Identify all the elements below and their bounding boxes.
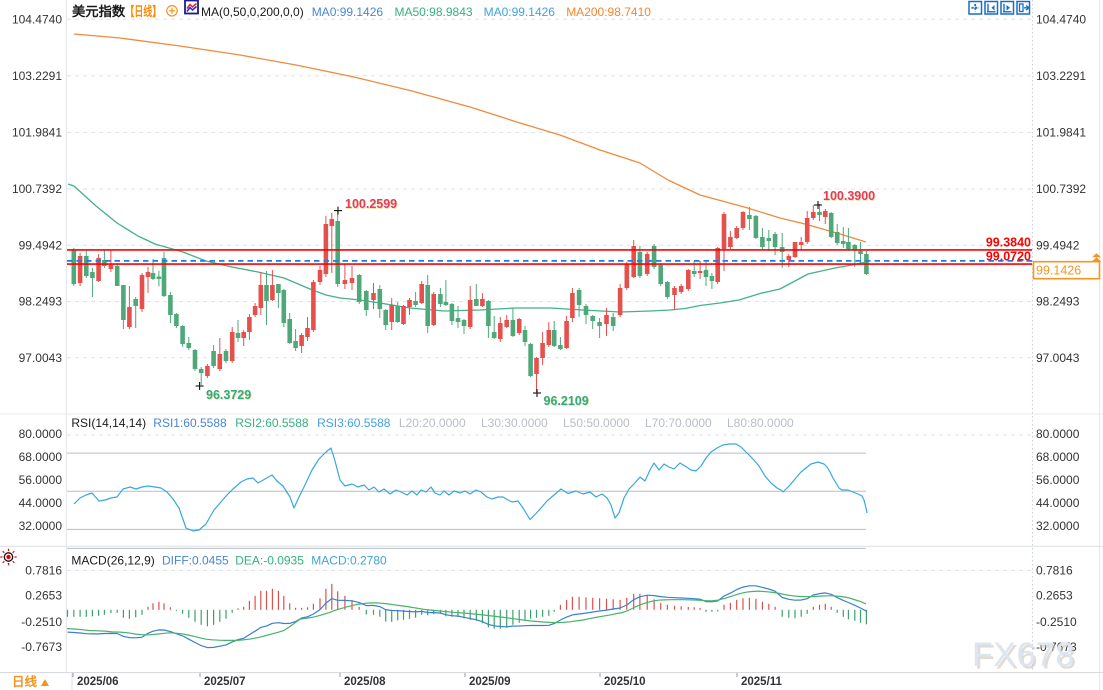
svg-text:99.4942: 99.4942 [1036,239,1080,253]
svg-text:80.0000: 80.0000 [1036,427,1080,441]
svg-text:RSI1:60.5588: RSI1:60.5588 [153,416,227,430]
svg-text:100.3900: 100.3900 [824,190,876,204]
svg-text:44.0000: 44.0000 [1036,496,1080,510]
svg-text:2025/08: 2025/08 [344,676,386,688]
svg-text:-0.7673: -0.7673 [1036,640,1077,654]
svg-text:0.2653: 0.2653 [25,589,62,603]
svg-text:L50:50.0000: L50:50.0000 [563,416,630,430]
svg-text:2025/09: 2025/09 [469,676,511,688]
svg-text:美元指数: 美元指数 [72,3,126,19]
svg-text:44.0000: 44.0000 [19,496,63,510]
svg-text:101.9841: 101.9841 [12,126,62,140]
svg-text:L80:80.0000: L80:80.0000 [727,416,794,430]
svg-text:MA0:99.1426: MA0:99.1426 [312,5,384,19]
svg-text:32.0000: 32.0000 [19,519,63,533]
svg-text:MA200:98.7410: MA200:98.7410 [566,5,651,19]
svg-text:100.7392: 100.7392 [1036,182,1086,196]
svg-text:99.1426: 99.1426 [1036,264,1081,278]
svg-text:【日线】: 【日线】 [125,4,161,19]
svg-text:0.7816: 0.7816 [1036,564,1073,578]
svg-text:2025/06: 2025/06 [77,676,119,688]
svg-text:MA(0,50,0,200,0,0): MA(0,50,0,200,0,0) [201,5,304,19]
svg-text:100.3900: 100.3900 [823,189,875,203]
svg-text:0.7816: 0.7816 [25,564,62,578]
svg-text:99.0720: 99.0720 [986,249,1031,263]
svg-text:68.0000: 68.0000 [19,450,63,464]
svg-text:101.9841: 101.9841 [1036,126,1086,140]
svg-text:MACD:0.2780: MACD:0.2780 [311,554,387,568]
svg-text:2025/07: 2025/07 [204,676,246,688]
svg-text:100.7392: 100.7392 [12,182,62,196]
svg-text:-0.7673: -0.7673 [21,640,62,654]
svg-text:99.3840: 99.3840 [986,235,1031,249]
svg-text:56.0000: 56.0000 [1036,473,1080,487]
svg-text:FX678: FX678 [974,638,1077,676]
svg-text:FX678: FX678 [972,636,1075,674]
svg-text:98.2493: 98.2493 [19,295,63,309]
svg-text:-0.2510: -0.2510 [21,615,62,629]
svg-text:96.3729: 96.3729 [206,388,251,402]
svg-text:DIFF:0.0455: DIFF:0.0455 [162,554,229,568]
svg-text:L70:70.0000: L70:70.0000 [645,416,712,430]
svg-text:104.4740: 104.4740 [1036,12,1086,26]
svg-text:100.2599: 100.2599 [346,198,398,212]
svg-text:L20:20.0000: L20:20.0000 [399,416,466,430]
svg-text:-0.2510: -0.2510 [1036,615,1077,629]
svg-text:32.0000: 32.0000 [1036,519,1080,533]
svg-text:MA50:98.9843: MA50:98.9843 [395,5,473,19]
svg-text:0.2653: 0.2653 [1036,589,1073,603]
svg-text:RSI3:60.5588: RSI3:60.5588 [317,416,391,430]
svg-text:日线: 日线 [12,674,38,689]
svg-text:98.2493: 98.2493 [1036,295,1080,309]
svg-text:RSI(14,14,14): RSI(14,14,14) [71,416,146,430]
svg-text:104.4740: 104.4740 [12,12,62,26]
svg-text:96.2109: 96.2109 [544,395,589,409]
svg-text:56.0000: 56.0000 [19,473,63,487]
svg-text:96.2109: 96.2109 [544,394,589,408]
svg-text:97.0043: 97.0043 [19,351,63,365]
svg-text:2025/10: 2025/10 [604,676,646,688]
svg-text:68.0000: 68.0000 [1036,450,1080,464]
svg-text:L30:30.0000: L30:30.0000 [481,416,548,430]
svg-text:MA0:99.1426: MA0:99.1426 [484,5,556,19]
svg-text:97.0043: 97.0043 [1036,351,1080,365]
svg-text:2025/11: 2025/11 [741,676,783,688]
svg-text:99.4942: 99.4942 [19,239,63,253]
svg-text:RSI2:60.5588: RSI2:60.5588 [235,416,309,430]
svg-text:96.3729: 96.3729 [207,389,252,403]
svg-text:DEA:-0.0935: DEA:-0.0935 [235,554,304,568]
svg-text:103.2291: 103.2291 [1036,69,1086,83]
svg-text:103.2291: 103.2291 [12,69,62,83]
svg-text:MACD(26,12,9): MACD(26,12,9) [71,554,154,568]
svg-text:80.0000: 80.0000 [19,427,63,441]
svg-text:100.2599: 100.2599 [345,197,397,211]
